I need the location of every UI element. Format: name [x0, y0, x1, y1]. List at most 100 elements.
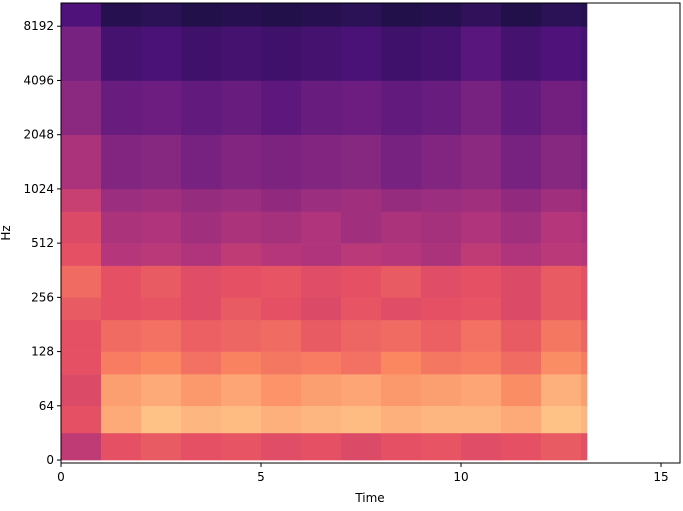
x-tick-label: 10 — [453, 470, 468, 484]
heatmap-cell — [541, 319, 582, 352]
heatmap-cell — [301, 297, 342, 321]
x-tick-label: 15 — [653, 470, 668, 484]
heatmap-cell — [61, 80, 102, 135]
heatmap-cell — [381, 319, 422, 352]
heatmap-cell — [541, 374, 582, 407]
heatmap-cell — [541, 3, 582, 27]
heatmap-cell — [61, 351, 102, 375]
heatmap-cell — [181, 374, 222, 407]
heatmap-cell — [381, 405, 422, 434]
heatmap-cell — [221, 26, 262, 81]
heatmap-cell — [541, 351, 582, 375]
heatmap-cell — [101, 351, 142, 375]
heatmap-cell — [301, 432, 342, 461]
heatmap-cell — [421, 134, 462, 190]
heatmap-cell — [581, 432, 588, 461]
heatmap-cell — [381, 3, 422, 27]
heatmap-cell — [421, 26, 462, 81]
heatmap-cell — [461, 297, 502, 321]
heatmap-cell — [541, 297, 582, 321]
heatmap-cell — [101, 188, 142, 212]
heatmap-cell — [101, 26, 142, 81]
heatmap-cell — [541, 134, 582, 190]
heatmap-cell — [421, 297, 462, 321]
heatmap-cell — [461, 265, 502, 298]
heatmap-cell — [461, 188, 502, 212]
heatmap-cell — [341, 188, 382, 212]
heatmap-cell — [421, 351, 462, 375]
heatmap-cell — [381, 80, 422, 135]
heatmap-cell — [541, 265, 582, 298]
heatmap-cell — [341, 297, 382, 321]
heatmap-cell — [341, 374, 382, 407]
heatmap-cell — [541, 243, 582, 266]
heatmap-cell — [221, 374, 262, 407]
heatmap-cell — [421, 374, 462, 407]
heatmap-cell — [461, 134, 502, 190]
heatmap-cell — [461, 351, 502, 375]
heatmap-cell — [61, 188, 102, 212]
y-tick-label: 512 — [31, 236, 54, 250]
heatmap-cell — [581, 319, 588, 352]
heatmap-cell — [341, 3, 382, 27]
heatmap-cell — [61, 374, 102, 407]
heatmap-cell — [581, 405, 588, 434]
heatmap-cell — [221, 405, 262, 434]
heatmap-cell — [181, 319, 222, 352]
heatmap-cell — [181, 80, 222, 135]
heatmap-cell — [301, 26, 342, 81]
heatmap-cell — [221, 432, 262, 461]
heatmap-cell — [141, 188, 182, 212]
heatmap-cell — [501, 211, 542, 244]
heatmap-cell — [261, 319, 302, 352]
heatmap-cell — [501, 3, 542, 27]
heatmap-cell — [141, 265, 182, 298]
y-tick-label: 1024 — [23, 182, 54, 196]
heatmap-cell — [301, 211, 342, 244]
y-tick-label: 2048 — [23, 128, 54, 142]
heatmap-cell — [101, 265, 142, 298]
heatmap-cell — [61, 319, 102, 352]
heatmap-cell — [461, 80, 502, 135]
heatmap-cell — [421, 188, 462, 212]
heatmap-cell — [261, 432, 302, 461]
heatmap-cell — [261, 211, 302, 244]
heatmap-cell — [221, 297, 262, 321]
heatmap-cell — [301, 188, 342, 212]
heatmap-cell — [221, 134, 262, 190]
y-tick-label: 0 — [46, 453, 54, 467]
heatmap-cell — [61, 405, 102, 434]
heatmap-cell — [141, 243, 182, 266]
heatmap-cell — [341, 211, 382, 244]
heatmap-cell — [181, 188, 222, 212]
heatmap-cell — [301, 80, 342, 135]
y-tick-label: 256 — [31, 290, 54, 304]
heatmap-cell — [301, 134, 342, 190]
heatmap-cell — [501, 405, 542, 434]
heatmap-cell — [381, 351, 422, 375]
heatmap-cell — [221, 80, 262, 135]
heatmap-cell — [61, 26, 102, 81]
heatmap-cell — [541, 405, 582, 434]
heatmap-cell — [181, 351, 222, 375]
heatmap-cell — [141, 405, 182, 434]
heatmap-cell — [261, 374, 302, 407]
x-axis-label: Time — [354, 491, 384, 505]
heatmap-cell — [141, 319, 182, 352]
heatmap-cell — [141, 134, 182, 190]
heatmap-cell — [261, 26, 302, 81]
heatmap-cell — [501, 134, 542, 190]
heatmap-cell — [341, 80, 382, 135]
heatmap-cell — [101, 319, 142, 352]
heatmap-cell — [461, 405, 502, 434]
heatmap-cell — [61, 3, 102, 27]
heatmap-cell — [461, 374, 502, 407]
heatmap-cell — [221, 243, 262, 266]
heatmap-cell — [301, 351, 342, 375]
heatmap-cell — [501, 432, 542, 461]
heatmap-cell — [221, 188, 262, 212]
heatmap-cell — [381, 211, 422, 244]
heatmap-cell — [381, 374, 422, 407]
heatmap-cell — [581, 351, 588, 375]
heatmap-cell — [61, 297, 102, 321]
